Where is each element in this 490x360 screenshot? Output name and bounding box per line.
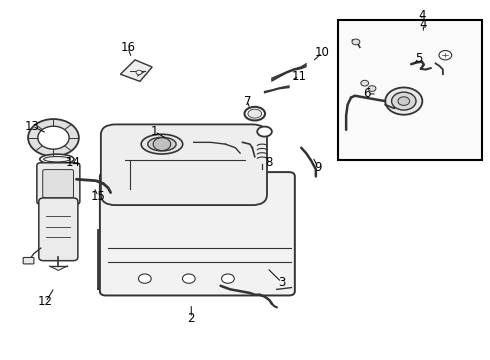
Circle shape <box>221 274 234 283</box>
Text: 3: 3 <box>278 276 285 289</box>
Ellipse shape <box>44 157 70 162</box>
Circle shape <box>139 274 151 283</box>
Text: 9: 9 <box>315 161 322 174</box>
Bar <box>338 21 482 160</box>
Text: 6: 6 <box>364 87 371 100</box>
FancyBboxPatch shape <box>39 198 78 261</box>
Polygon shape <box>121 60 152 81</box>
Ellipse shape <box>148 137 176 151</box>
Ellipse shape <box>257 127 272 136</box>
Text: 5: 5 <box>415 51 422 64</box>
Circle shape <box>385 87 422 115</box>
Circle shape <box>136 70 142 75</box>
Text: 11: 11 <box>292 69 307 82</box>
Text: 13: 13 <box>25 120 40 133</box>
Text: 8: 8 <box>265 156 272 169</box>
Circle shape <box>392 92 416 110</box>
Text: 15: 15 <box>91 190 106 203</box>
FancyBboxPatch shape <box>23 257 34 264</box>
Text: 4: 4 <box>419 18 427 31</box>
FancyBboxPatch shape <box>100 172 295 296</box>
FancyBboxPatch shape <box>37 163 80 204</box>
Circle shape <box>28 119 79 156</box>
FancyBboxPatch shape <box>101 125 267 205</box>
Ellipse shape <box>141 134 183 154</box>
Circle shape <box>368 86 376 91</box>
Text: 14: 14 <box>66 156 80 168</box>
Text: 4: 4 <box>418 9 426 22</box>
Text: 7: 7 <box>244 95 251 108</box>
Circle shape <box>439 50 452 60</box>
Circle shape <box>398 97 410 105</box>
Circle shape <box>182 274 195 283</box>
Circle shape <box>38 126 69 149</box>
Circle shape <box>153 138 171 150</box>
Ellipse shape <box>40 154 74 164</box>
Circle shape <box>361 80 368 86</box>
Ellipse shape <box>248 109 262 118</box>
Text: 2: 2 <box>188 311 195 325</box>
FancyBboxPatch shape <box>43 170 74 198</box>
Text: 10: 10 <box>315 46 330 59</box>
Text: 1: 1 <box>151 125 158 138</box>
Ellipse shape <box>245 107 265 121</box>
Circle shape <box>352 39 360 45</box>
Text: 12: 12 <box>38 296 53 309</box>
Text: 16: 16 <box>120 41 135 54</box>
